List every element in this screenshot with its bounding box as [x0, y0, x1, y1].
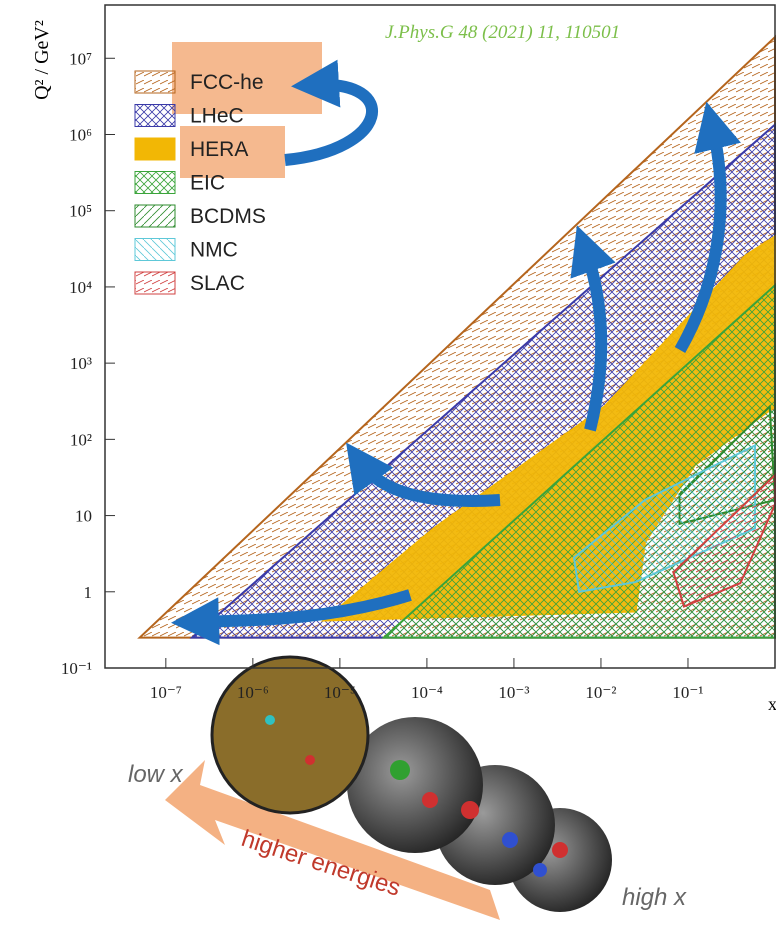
y-tick-label: 10⁵	[69, 202, 92, 221]
legend-label: EIC	[190, 172, 225, 195]
y-tick-label: 10⁶	[69, 125, 92, 144]
citation: J.Phys.G 48 (2021) 11, 110501	[385, 22, 620, 43]
y-tick-label: 10²	[70, 430, 92, 449]
legend-label: LHeC	[190, 105, 244, 128]
legend-swatch	[135, 239, 175, 261]
legend-label: FCC-he	[190, 71, 264, 94]
legend-label: SLAC	[190, 272, 245, 295]
legend-label: BCDMS	[190, 205, 266, 228]
y-tick-label: 10⁻¹	[61, 659, 92, 678]
x-tick-label: 10⁻³	[498, 683, 529, 702]
x-tick-label: 10⁻²	[585, 683, 616, 702]
figure: FCC-he LHeC HERA EIC BCDMS NMC SLAC 10⁻⁷ 10⁻⁶ 10…	[0, 0, 776, 951]
y-tick-label: 10	[75, 507, 92, 526]
legend-swatch	[135, 138, 175, 160]
high-x-label: high x	[622, 884, 687, 911]
x-tick-label: 10⁻¹	[672, 683, 703, 702]
legend-swatch	[135, 205, 175, 227]
x-tick-label: 10⁻⁴	[411, 683, 443, 702]
legend-label: HERA	[190, 138, 248, 161]
y-tick-label: 10⁷	[69, 49, 92, 68]
legend-swatch	[135, 272, 175, 294]
low-x-label: low x	[128, 761, 184, 788]
legend-swatch	[135, 172, 175, 194]
x-tick-label: 10⁻⁶	[237, 683, 269, 702]
x-tick-label: 10⁻⁷	[150, 683, 182, 702]
y-tick-label: 10⁴	[69, 278, 92, 297]
x-axis-title: x	[768, 694, 776, 714]
y-tick-label: 1	[84, 583, 93, 602]
legend-swatch	[135, 105, 175, 127]
y-axis-title: Q² / GeV²	[31, 20, 53, 100]
legend-label: NMC	[190, 239, 238, 262]
y-tick-label: 10³	[70, 354, 92, 373]
legend-swatch	[135, 71, 175, 93]
x-tick-label: 10⁻⁵	[324, 683, 356, 702]
